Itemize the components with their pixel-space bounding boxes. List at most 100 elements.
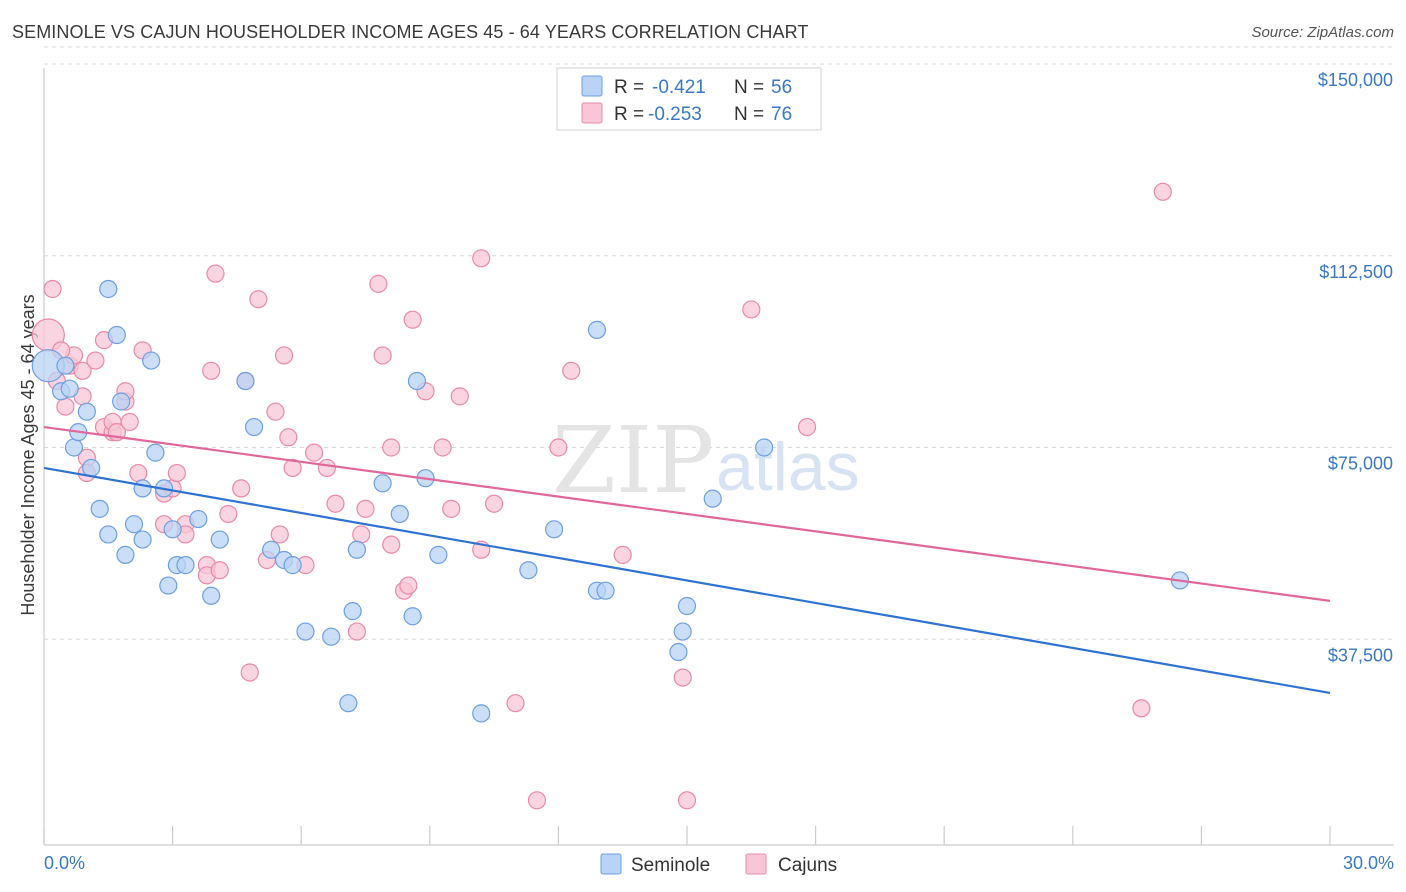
y-tick-label-3: $150,000 bbox=[1318, 70, 1393, 90]
cajun-point-41 bbox=[283, 458, 302, 478]
seminole-point-29 bbox=[262, 540, 281, 559]
cajun-point-68 bbox=[673, 668, 692, 687]
cajun-point-45 bbox=[326, 494, 345, 513]
seminole-point-26 bbox=[210, 530, 229, 549]
cajun-trend-line bbox=[43, 425, 1331, 602]
cajun-point-50 bbox=[373, 346, 392, 365]
seminole-point-14 bbox=[124, 515, 144, 534]
cajun-point-54 bbox=[399, 576, 418, 595]
legend-r-value-2: -0.253 bbox=[648, 104, 702, 125]
seminole-point-8 bbox=[90, 499, 109, 518]
y-tick-labels: $37,500 $75,000 $112,500 $150,000 bbox=[1318, 70, 1393, 665]
seminole-point-6 bbox=[77, 402, 96, 421]
legend-swatch-seminole bbox=[581, 75, 603, 97]
legend-n-value-2: 76 bbox=[771, 104, 792, 125]
seminole-point-12 bbox=[112, 392, 131, 411]
cajun-point-55 bbox=[403, 310, 422, 329]
seminole-point-46 bbox=[587, 320, 607, 339]
seminole-point-44 bbox=[519, 561, 538, 580]
seminole-point-13 bbox=[116, 545, 135, 564]
y-tick-label-2: $112,500 bbox=[1319, 262, 1393, 282]
legend-n-label-1: N = bbox=[734, 77, 764, 98]
seminole-point-34 bbox=[339, 694, 358, 713]
legend-r-label-2: R = bbox=[614, 104, 644, 125]
seminole-point-7 bbox=[82, 458, 101, 478]
bottom-legend-swatch-cajuns bbox=[745, 853, 767, 875]
seminole-point-20 bbox=[159, 576, 178, 595]
seminole-point-10 bbox=[99, 279, 118, 299]
cajun-point-23 bbox=[167, 463, 186, 483]
cajun-point-62 bbox=[485, 494, 504, 513]
cajun-point-2 bbox=[56, 397, 75, 416]
watermark-zip: ZIP bbox=[552, 407, 714, 514]
legend-r-value-1: -0.421 bbox=[652, 77, 706, 98]
cajun-point-63 bbox=[506, 694, 525, 713]
seminole-point-21 bbox=[163, 520, 182, 539]
cajun-point-64 bbox=[527, 791, 547, 810]
legend-swatch-cajuns bbox=[581, 102, 603, 124]
seminole-point-50 bbox=[673, 622, 692, 641]
bottom-legend-swatch-seminole bbox=[600, 853, 622, 875]
cajun-point-51 bbox=[382, 438, 401, 457]
cajun-point-71 bbox=[797, 417, 817, 437]
cajun-point-31 bbox=[219, 504, 238, 524]
x-ticks bbox=[43, 826, 1331, 845]
cajun-point-44 bbox=[317, 458, 337, 478]
x-tick-labels: 0.0% 30.0% bbox=[44, 853, 1394, 873]
legend: R = -0.421 N = 56 R = -0.253 N = 76 bbox=[556, 67, 822, 131]
cajun-point-65 bbox=[549, 438, 568, 457]
seminole-point-31 bbox=[283, 556, 302, 575]
seminole-point-36 bbox=[347, 540, 367, 559]
seminole-point-35 bbox=[343, 602, 362, 621]
legend-n-label-2: N = bbox=[734, 104, 764, 125]
chart-source: Source: ZipAtlas.com bbox=[1251, 24, 1394, 41]
watermark-atlas: atlas bbox=[716, 429, 860, 505]
seminole-point-27 bbox=[236, 371, 255, 391]
seminole-trend-line bbox=[43, 466, 1331, 695]
seminole-point-42 bbox=[429, 545, 448, 564]
cajun-point-49 bbox=[369, 274, 388, 293]
seminole-point-52 bbox=[703, 489, 722, 508]
cajun-point-35 bbox=[249, 290, 268, 309]
bottom-legend-cajuns: Cajuns bbox=[778, 855, 837, 876]
series-seminole bbox=[31, 279, 1190, 723]
cajun-point-70 bbox=[742, 300, 761, 319]
cajun-point-32 bbox=[232, 479, 251, 498]
seminole-point-39 bbox=[403, 607, 422, 626]
trend-lines bbox=[43, 425, 1331, 695]
seminole-point-32 bbox=[296, 622, 315, 641]
seminole-point-17 bbox=[142, 351, 161, 370]
cajun-point-34 bbox=[240, 663, 259, 682]
cajun-point-67 bbox=[613, 545, 632, 564]
seminole-point-40 bbox=[407, 371, 427, 391]
seminole-point-51 bbox=[677, 596, 697, 616]
x-tick-label-1: 30.0% bbox=[1343, 853, 1394, 873]
seminole-point-45 bbox=[545, 520, 564, 539]
seminole-point-33 bbox=[322, 627, 341, 646]
seminole-point-28 bbox=[244, 417, 264, 437]
cajun-point-38 bbox=[270, 525, 289, 544]
legend-r-label-1: R = bbox=[614, 77, 644, 98]
cajun-point-30 bbox=[210, 561, 229, 580]
legend-n-value-1: 56 bbox=[771, 77, 792, 98]
cajun-point-69 bbox=[677, 791, 697, 810]
cajun-point-48 bbox=[356, 499, 375, 518]
y-axis-title: Householder Income Ages 45 - 64 years bbox=[18, 294, 38, 615]
seminole-point-25 bbox=[202, 586, 221, 605]
cajun-point-29 bbox=[206, 264, 225, 283]
seminole-point-43 bbox=[472, 704, 491, 723]
cajun-point-52 bbox=[382, 535, 401, 554]
seminole-point-24 bbox=[189, 509, 208, 529]
seminole-point-53 bbox=[755, 438, 774, 457]
chart-title: SEMINOLE VS CAJUN HOUSEHOLDER INCOME AGE… bbox=[12, 22, 809, 42]
cajun-point-5 bbox=[73, 361, 92, 380]
cajun-point-73 bbox=[1153, 182, 1172, 201]
seminole-point-11 bbox=[107, 325, 126, 345]
cajun-point-57 bbox=[433, 438, 452, 457]
seminole-point-48 bbox=[596, 581, 615, 600]
seminole-point-49 bbox=[669, 642, 688, 662]
seminole-point-37 bbox=[373, 474, 392, 493]
cajun-point-28 bbox=[202, 361, 221, 380]
seminole-point-9 bbox=[99, 525, 118, 544]
